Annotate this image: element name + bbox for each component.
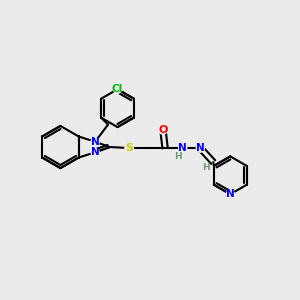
Text: O: O	[158, 125, 168, 135]
Circle shape	[159, 125, 167, 134]
Text: N: N	[178, 143, 187, 153]
Circle shape	[91, 148, 99, 156]
Text: Cl: Cl	[112, 84, 123, 94]
Circle shape	[196, 144, 204, 152]
Text: N: N	[91, 147, 100, 157]
Text: N: N	[91, 137, 100, 147]
Text: N: N	[226, 189, 235, 199]
Text: S: S	[125, 143, 133, 153]
Text: N: N	[196, 143, 205, 153]
Text: H: H	[202, 163, 210, 172]
Circle shape	[179, 144, 187, 152]
Circle shape	[125, 144, 134, 152]
Circle shape	[91, 138, 99, 146]
Circle shape	[113, 85, 122, 93]
Circle shape	[226, 190, 234, 198]
Text: H: H	[174, 152, 182, 161]
